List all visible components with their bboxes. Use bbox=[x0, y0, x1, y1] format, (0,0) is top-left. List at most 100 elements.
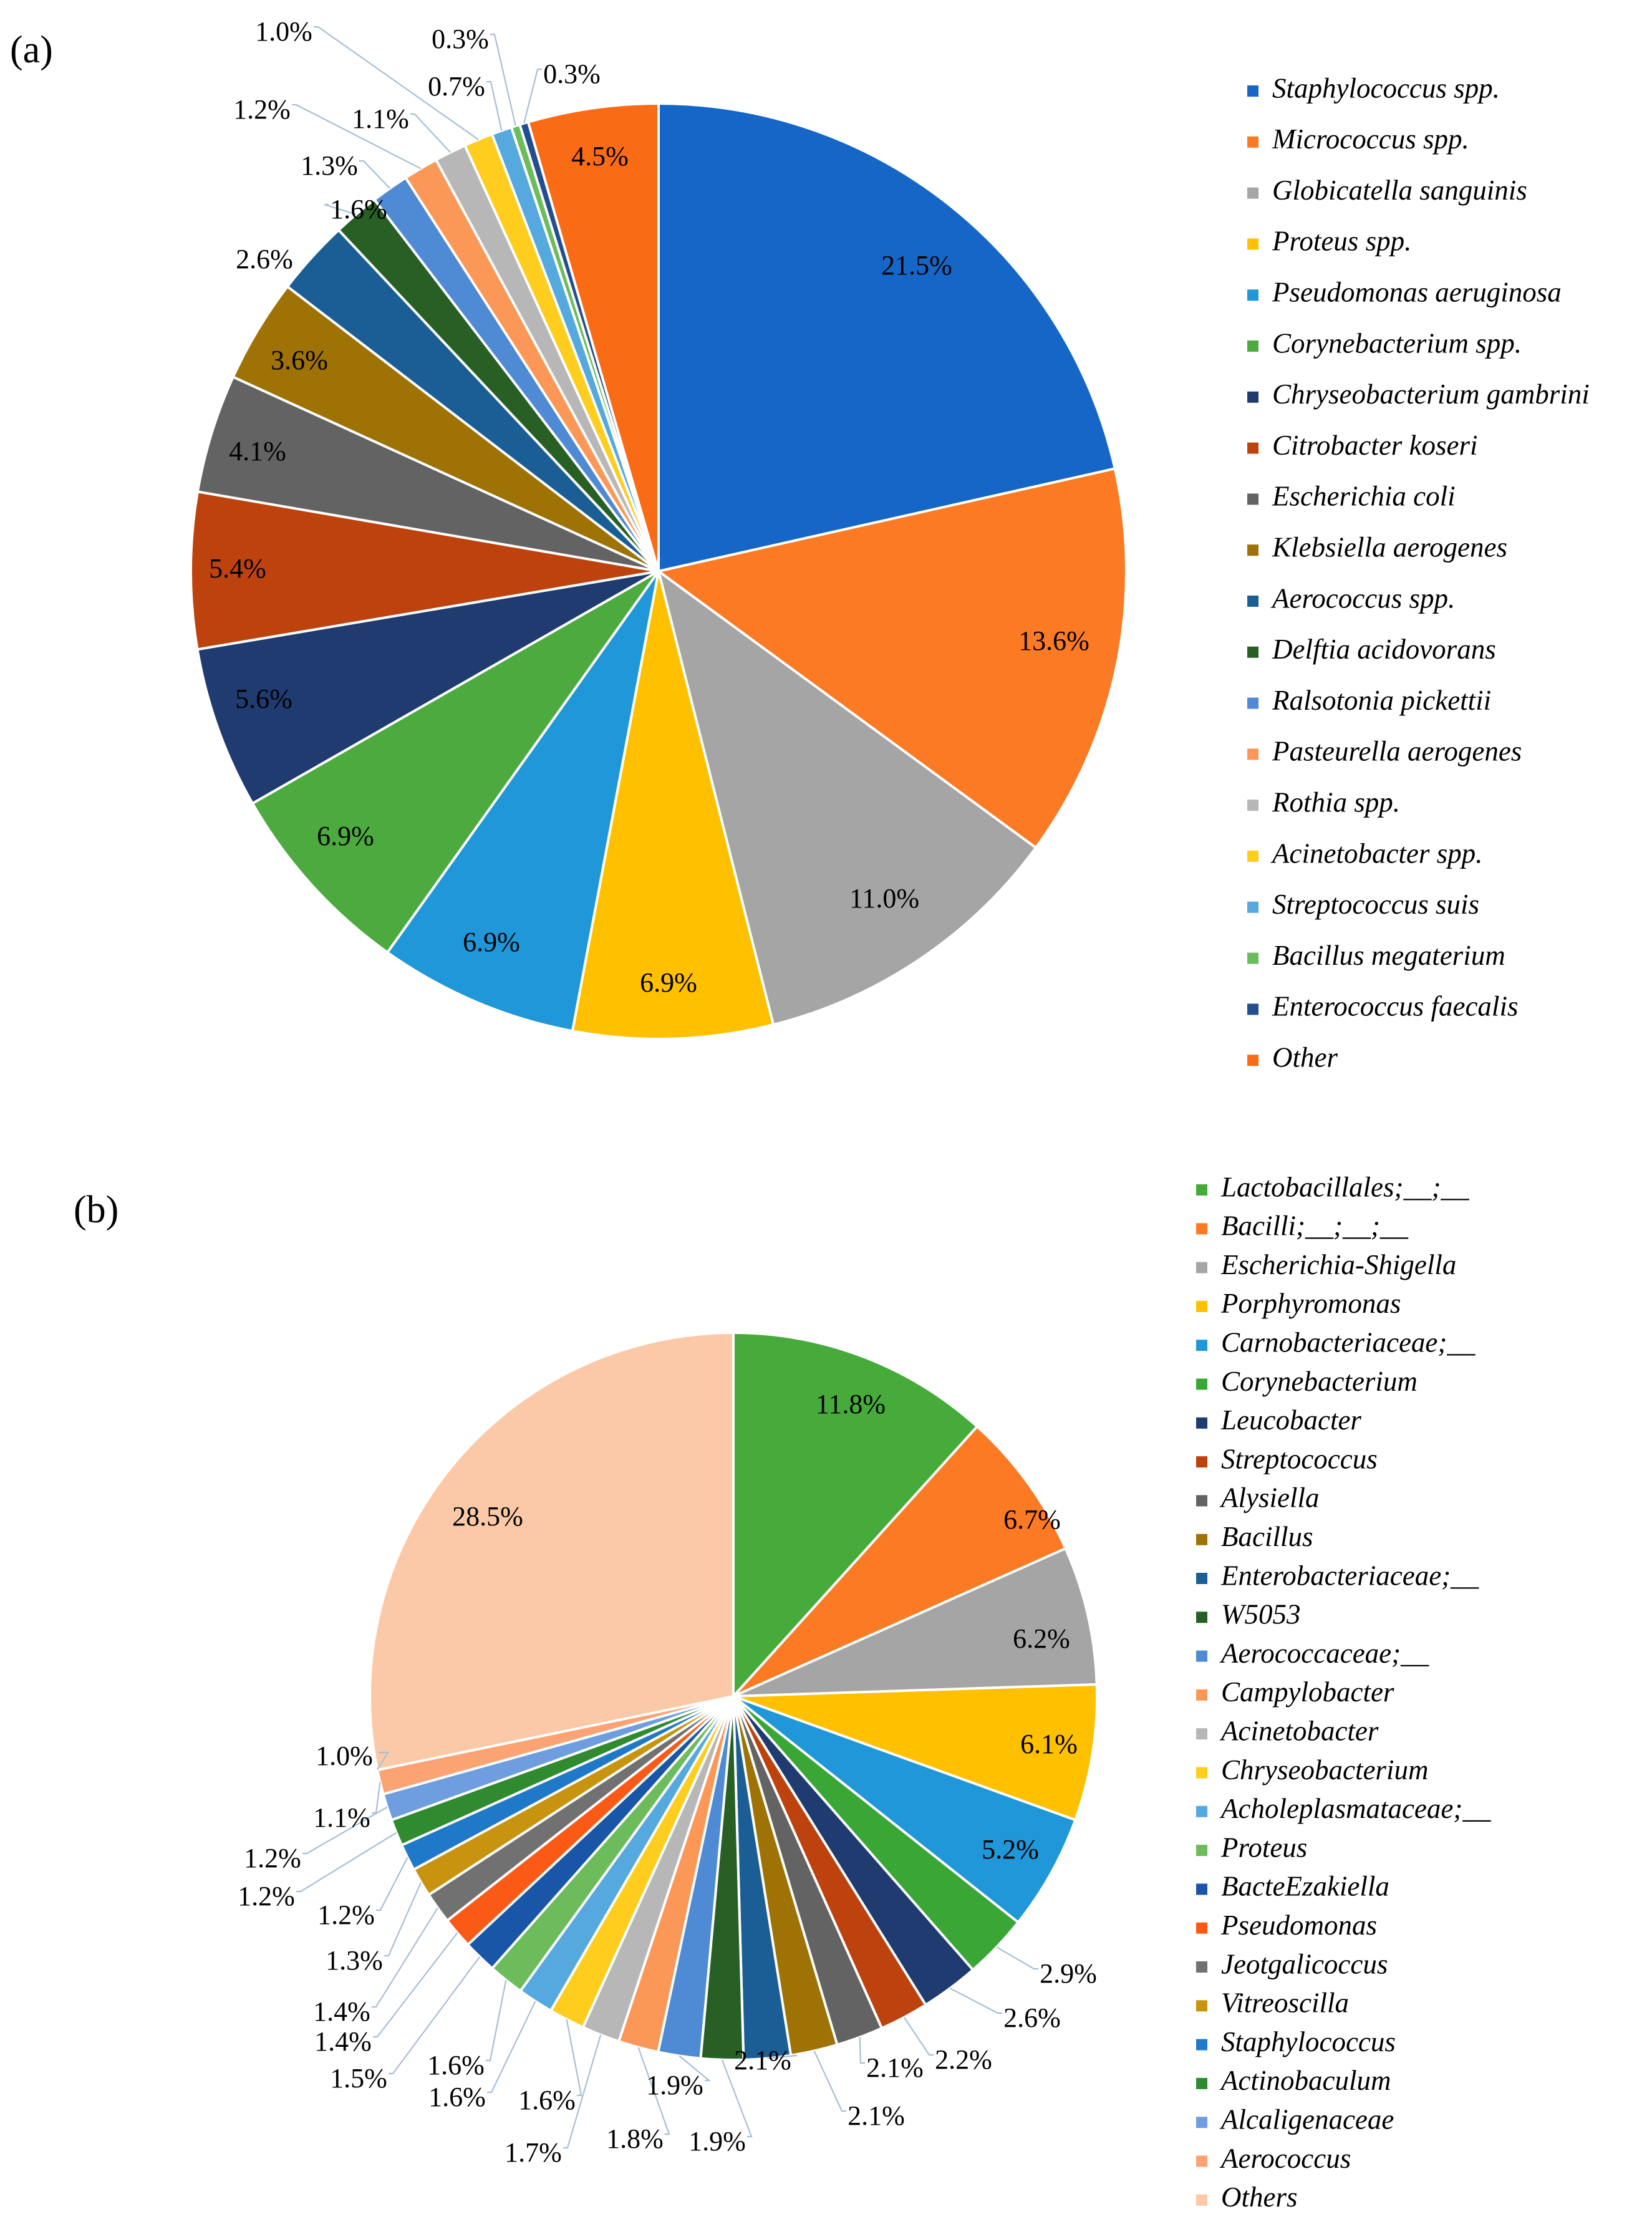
data-label-chryseobacterium-gambrini: 5.6% bbox=[235, 684, 292, 714]
data-label-bacilli: 6.7% bbox=[1003, 1504, 1061, 1535]
legend-swatch bbox=[1196, 2000, 1207, 2012]
data-label-corynebacterium: 2.9% bbox=[1040, 1958, 1097, 1989]
legend-swatch bbox=[1247, 1055, 1258, 1066]
legend-item-leucobacter: Leucobacter bbox=[1196, 1404, 1361, 1436]
legend-swatch bbox=[1247, 851, 1258, 862]
legend-swatch bbox=[1247, 697, 1258, 709]
data-label-jeotgalicoccus: 1.4% bbox=[313, 1996, 370, 2027]
legend-swatch bbox=[1196, 2117, 1207, 2128]
legend-swatch bbox=[1196, 2155, 1207, 2167]
legend-swatch bbox=[1247, 748, 1258, 760]
legend-label: Staphylococcus spp. bbox=[1272, 72, 1500, 104]
legend-item-globicatella-sanguinis: Globicatella sanguinis bbox=[1247, 175, 1527, 206]
legend-label: Micrococcus spp. bbox=[1272, 123, 1469, 155]
legend-label: Acinetobacter spp. bbox=[1270, 838, 1482, 869]
legend-swatch bbox=[1247, 85, 1258, 97]
legend-label: Porphyromonas bbox=[1220, 1288, 1401, 1319]
data-label-vitreoscilla: 1.3% bbox=[326, 1945, 383, 1976]
legend-item-alysiella: Alysiella bbox=[1196, 1482, 1319, 1514]
leader-line-alysiella bbox=[859, 2037, 865, 2064]
legend-label: Delftia acidovorans bbox=[1272, 634, 1496, 665]
legend-item-proteus: Proteus bbox=[1196, 1832, 1307, 1863]
data-label-bacillus-megaterium: 0.3% bbox=[432, 24, 489, 54]
data-label-aerococcus-spp: 2.6% bbox=[236, 244, 293, 274]
legend-label: Rothia spp. bbox=[1272, 787, 1400, 818]
legend-label: Ralsotonia pickettii bbox=[1272, 685, 1491, 716]
data-label-ralsotonia-pickettii: 1.3% bbox=[301, 150, 358, 181]
legend-item-campylobacter: Campylobacter bbox=[1196, 1676, 1394, 1708]
data-label-campylobacter: 1.8% bbox=[606, 2123, 664, 2154]
legend-item-other: Other bbox=[1247, 1042, 1338, 1073]
legend-label: Actinobaculum bbox=[1219, 2065, 1391, 2096]
data-label-carnobacteriaceae: 5.2% bbox=[982, 1834, 1039, 1865]
leader-line-jeotgalicoccus bbox=[372, 1907, 438, 2008]
legend-item-escherichia-shigella: Escherichia-Shigella bbox=[1196, 1249, 1456, 1280]
data-label-enterobacteriaceae: 2.1% bbox=[734, 2045, 791, 2075]
legend-label: Corynebacterium spp. bbox=[1272, 327, 1522, 359]
pie-chart-a bbox=[190, 102, 1128, 1040]
leader-line-corynebacterium bbox=[996, 1946, 1038, 1970]
legend-swatch bbox=[1196, 1728, 1207, 1740]
legend-item-chryseobacterium: Chryseobacterium bbox=[1196, 1754, 1428, 1785]
data-label-aerococcus: 1.1% bbox=[313, 1802, 370, 1833]
legend-swatch bbox=[1196, 1689, 1207, 1701]
leader-line-ralsotonia-pickettii bbox=[359, 160, 390, 189]
data-label-proteus-spp: 6.9% bbox=[640, 967, 697, 998]
data-labels-b: 11.8% 6.7% 6.2% 6.1% 5.2% 2.9% 2.6% 2.2% 2.1% 2.1… bbox=[238, 1389, 1097, 2168]
legend-label: Others bbox=[1221, 2181, 1298, 2213]
leader-line-streptococcus-suis bbox=[486, 80, 503, 131]
legend-label: Pseudomonas aeruginosa bbox=[1272, 277, 1562, 308]
pie-slice-pseudomonas-aeruginosa bbox=[385, 570, 660, 1033]
data-label-porphyromonas: 6.1% bbox=[1020, 1729, 1078, 1759]
legend-item-proteus-spp: Proteus spp. bbox=[1247, 226, 1411, 257]
legend-swatch bbox=[1247, 493, 1258, 505]
legend-item-bacteezakiella: BacteEzakiella bbox=[1196, 1871, 1389, 1902]
legend-label: Other bbox=[1272, 1042, 1338, 1073]
data-labels-a: 21.5% 13.6% 11.0% 6.9% 6.9% 6.9% 5.6% 5.4% 4.1% 3… bbox=[209, 16, 1089, 998]
legend-item-vitreoscilla: Vitreoscilla bbox=[1196, 1988, 1349, 2019]
data-label-streptococcus: 2.2% bbox=[935, 2044, 992, 2075]
leader-line-aerococcus bbox=[372, 1782, 381, 1814]
legend-item-streptococcus: Streptococcus bbox=[1196, 1443, 1378, 1474]
leader-line-extra bbox=[377, 1751, 389, 1771]
legend-swatch bbox=[1196, 1573, 1207, 1584]
leader-line-aerococcaceae bbox=[679, 2055, 712, 2082]
legend-item-lactobacillales: Lactobacillales;__;__ bbox=[1196, 1171, 1469, 1202]
legend-label: Aerococcus spp. bbox=[1270, 582, 1455, 614]
data-label-citrobacter-koseri: 5.4% bbox=[209, 553, 266, 584]
legend-swatch bbox=[1196, 1922, 1207, 1934]
data-label-rothia-spp: 1.1% bbox=[352, 104, 409, 134]
data-label-acholeplasmataceae: 1.6% bbox=[428, 2082, 486, 2112]
legend-label: Carnobacteriaceae;__ bbox=[1221, 1327, 1476, 1358]
legend-swatch bbox=[1196, 2077, 1207, 2089]
legend-swatch bbox=[1247, 800, 1258, 811]
legend-item-pseudomonas-aeruginosa: Pseudomonas aeruginosa bbox=[1247, 277, 1562, 308]
legend-item-alcaligenaceae: Alcaligenaceae bbox=[1196, 2104, 1394, 2135]
legend-label: Bacillus megaterium bbox=[1272, 940, 1505, 971]
legend-item-aerococcus-spp: Aerococcus spp. bbox=[1247, 582, 1455, 614]
leader-line-rothia-spp bbox=[410, 113, 451, 153]
legend-swatch bbox=[1196, 1883, 1207, 1895]
pie-slice-proteus-spp bbox=[571, 571, 775, 1040]
legend-item-pseudomonas: Pseudomonas bbox=[1196, 1910, 1377, 1941]
data-label-pseudomonas: 1.4% bbox=[314, 2026, 372, 2057]
pie-slice-chryseobacterium-gambrini bbox=[196, 570, 659, 806]
legend-label: Acholeplasmataceae;__ bbox=[1219, 1793, 1491, 1824]
leader-line-leucobacter bbox=[949, 1988, 1002, 2014]
leader-line-vitreoscilla bbox=[384, 1882, 422, 1957]
legend-item-jeotgalicoccus: Jeotgalicoccus bbox=[1196, 1948, 1388, 1979]
leader-line-proteus bbox=[486, 1979, 507, 2062]
leader-line-bacteezakiella bbox=[389, 1956, 481, 2075]
legend-label: Chryseobacterium bbox=[1221, 1754, 1428, 1785]
data-label-globicatella-sanguinis: 11.0% bbox=[849, 883, 919, 914]
legend-label: Leucobacter bbox=[1220, 1404, 1361, 1436]
legend-item-corynebacterium-spp: Corynebacterium spp. bbox=[1247, 327, 1522, 359]
pie-slice-globicatella-sanguinis bbox=[656, 568, 1038, 1027]
legend-b: Lactobacillales;__;__ Bacilli;__;__;__ Esc… bbox=[1196, 1171, 1491, 2213]
legend-swatch bbox=[1247, 901, 1258, 913]
data-label-escherichia-coli: 4.1% bbox=[229, 436, 286, 466]
data-label-actinobaculum: 1.2% bbox=[238, 1881, 295, 1911]
data-label-micrococcus-spp: 13.6% bbox=[1018, 626, 1089, 656]
legend-swatch bbox=[1196, 1495, 1207, 1507]
data-label-w5053: 1.9% bbox=[688, 2126, 746, 2157]
